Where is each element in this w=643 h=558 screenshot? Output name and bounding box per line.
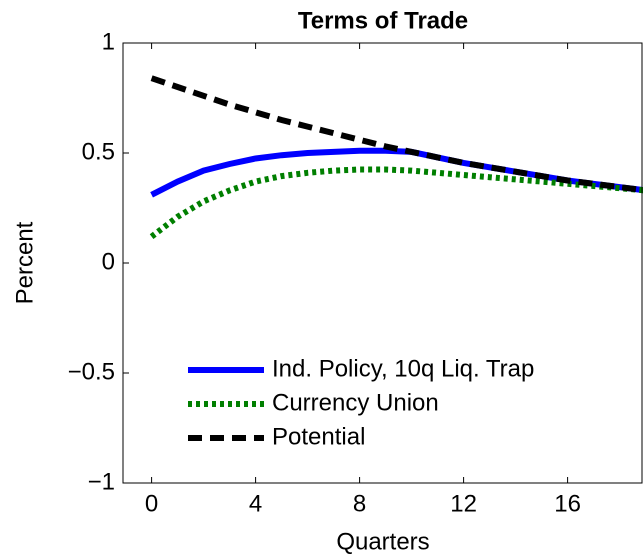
y-tick-label: −0.5 <box>68 358 115 385</box>
chart-title: Terms of Trade <box>298 7 468 34</box>
axes-box <box>122 42 643 484</box>
x-axis-label: Quarters <box>336 528 429 555</box>
y-tick-label: 1 <box>102 28 115 55</box>
y-tick-label: −1 <box>88 468 115 495</box>
x-tick-label: 16 <box>554 490 581 517</box>
plot-area <box>149 75 643 239</box>
series-line <box>150 147 643 198</box>
y-axis-label: Percent <box>11 221 38 304</box>
legend-label: Potential <box>272 423 365 450</box>
series-line <box>149 166 643 239</box>
series-line <box>150 75 643 194</box>
legend-label: Ind. Policy, 10q Liq. Trap <box>272 355 534 382</box>
legend-label: Currency Union <box>272 389 439 416</box>
x-tick-label: 4 <box>249 490 262 517</box>
x-tick-label: 0 <box>145 490 158 517</box>
x-tick-label: 8 <box>353 490 366 517</box>
y-tick-label: 0 <box>102 248 115 275</box>
x-tick-label: 12 <box>450 490 477 517</box>
y-tick-label: 0.5 <box>82 138 115 165</box>
